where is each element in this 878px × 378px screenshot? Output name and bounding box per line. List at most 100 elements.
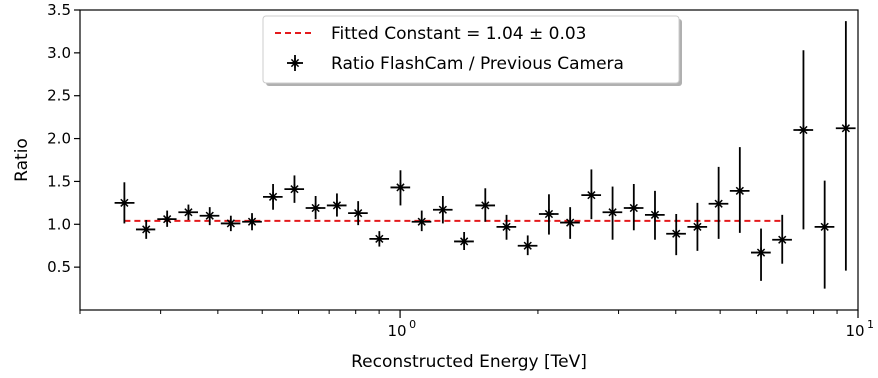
- marker-stroke: [693, 222, 702, 231]
- data-point: [560, 207, 580, 239]
- plot-frame: [79, 9, 859, 311]
- point-marker: [840, 123, 851, 134]
- data-point: [326, 193, 347, 217]
- data-point: [835, 21, 856, 271]
- y-axis-label: Ratio: [12, 138, 32, 182]
- data-point: [220, 215, 241, 232]
- x-tick-label: 10: [845, 322, 864, 340]
- data-point: [348, 201, 368, 226]
- point-marker: [119, 197, 130, 208]
- point-marker: [586, 190, 597, 201]
- data-point: [644, 190, 665, 240]
- point-marker: [480, 200, 491, 211]
- y-tick-label: 1.5: [47, 172, 71, 190]
- point-marker: [798, 125, 809, 135]
- legend-star: [290, 58, 300, 68]
- data-point: [369, 231, 390, 247]
- data-point: [432, 196, 453, 224]
- point-marker: [395, 182, 406, 193]
- data-point: [602, 186, 623, 240]
- point-marker: [289, 184, 300, 195]
- marker-stroke: [502, 222, 511, 231]
- marker-stroke: [226, 219, 235, 228]
- data-point: [178, 204, 198, 220]
- legend-box: [262, 15, 680, 84]
- data-point: [729, 147, 750, 233]
- marker-stroke: [396, 183, 405, 192]
- point-marker: [353, 208, 364, 219]
- data-point: [475, 188, 496, 222]
- data-point: [157, 210, 177, 227]
- marker-stroke: [311, 203, 320, 213]
- point-marker: [437, 204, 448, 215]
- marker-stroke: [841, 124, 850, 133]
- y-tick-label: 0.5: [47, 258, 71, 276]
- data-point: [814, 180, 835, 289]
- marker-stroke: [799, 125, 808, 135]
- marker-stroke: [417, 217, 426, 226]
- data-point: [411, 210, 432, 232]
- legend-fit-label: Fitted Constant = 1.04 ± 0.03: [331, 24, 586, 44]
- point-marker: [692, 221, 703, 232]
- data-point: [284, 175, 305, 203]
- marker-stroke: [268, 192, 278, 201]
- marker-stroke: [438, 205, 447, 214]
- point-marker: [310, 203, 321, 213]
- marker-stroke: [756, 248, 766, 257]
- legend: Fitted Constant = 1.04 ± 0.03 Ratio Flas…: [262, 15, 682, 86]
- point-marker: [713, 198, 724, 209]
- point-marker: [459, 236, 470, 247]
- data-point: [199, 207, 220, 226]
- marker-stroke: [481, 201, 490, 210]
- marker-stroke: [608, 208, 617, 217]
- marker-stroke: [290, 58, 300, 68]
- point-marker: [607, 207, 618, 218]
- data-point: [708, 166, 729, 239]
- point-marker: [501, 221, 512, 232]
- marker-stroke: [650, 210, 660, 219]
- data-point: [496, 214, 517, 240]
- x-tick-label: 10: [388, 322, 407, 340]
- point-marker: [416, 216, 427, 227]
- point-marker: [331, 200, 342, 211]
- axes: 0.51.01.52.02.53.03.510 0 10 1: [47, 1, 874, 340]
- point-marker: [734, 185, 745, 196]
- marker-stroke: [544, 209, 554, 219]
- y-tick-label: 2.0: [47, 130, 71, 148]
- y-tick-label: 2.5: [47, 87, 71, 105]
- point-marker: [543, 209, 554, 219]
- marker-stroke: [247, 217, 257, 226]
- data-point: [751, 228, 771, 281]
- marker-stroke: [290, 185, 299, 194]
- data-point: [666, 214, 686, 256]
- data-point: [242, 213, 262, 231]
- point-marker: [225, 218, 236, 229]
- x-axis-label: Reconstructed Energy [TeV]: [351, 352, 587, 372]
- data-point: [793, 50, 814, 230]
- marker-stroke: [120, 198, 129, 207]
- point-marker: [204, 210, 215, 221]
- y-tick-label: 1.0: [47, 215, 71, 233]
- marker-stroke: [163, 215, 172, 224]
- marker-stroke: [672, 229, 681, 238]
- data-point: [135, 220, 156, 239]
- point-marker: [756, 247, 767, 258]
- data-point: [454, 232, 474, 250]
- x-tick-label-exponent: 0: [409, 318, 416, 331]
- point-marker: [162, 214, 173, 225]
- point-marker: [374, 233, 385, 244]
- marker-stroke: [629, 203, 638, 213]
- data-point: [623, 184, 644, 231]
- data-point: [263, 184, 283, 210]
- x-tick-label-exponent: 1: [867, 318, 874, 331]
- marker-stroke: [714, 199, 723, 208]
- marker-stroke: [142, 225, 151, 234]
- point-marker: [565, 217, 576, 228]
- marker-stroke: [820, 222, 829, 231]
- marker-stroke: [332, 201, 342, 210]
- marker-stroke: [205, 211, 214, 220]
- data-point: [687, 202, 708, 251]
- point-marker: [183, 207, 194, 218]
- marker-stroke: [184, 208, 193, 217]
- data-point: [305, 196, 326, 220]
